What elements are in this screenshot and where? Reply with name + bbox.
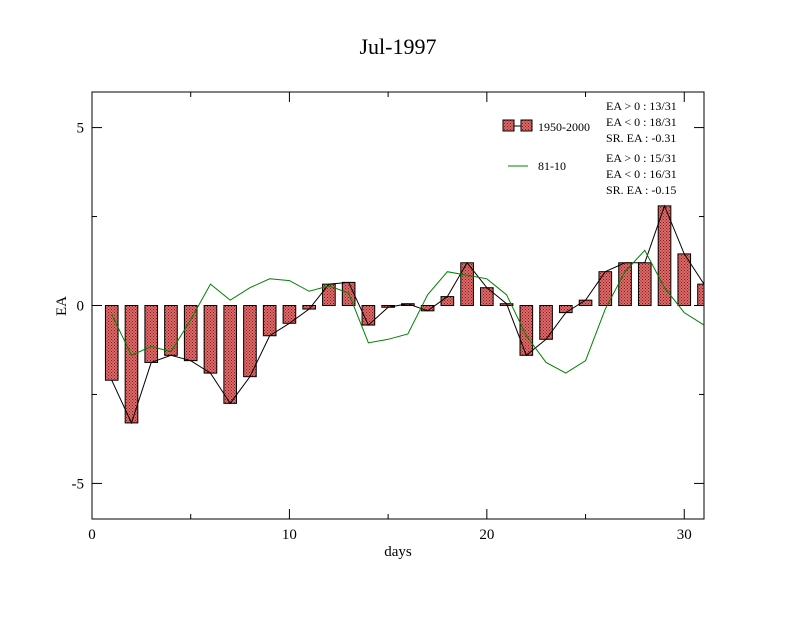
bars-layer (104, 205, 705, 424)
bar-day-3 (144, 305, 159, 363)
y-tick-label-0: 0 (77, 299, 85, 315)
legend-label-1950-2000: 1950-2000 (538, 120, 590, 134)
x-tick-label-0: 0 (88, 527, 96, 543)
bar-day-20 (480, 287, 494, 307)
bar-day-30 (677, 253, 692, 306)
legend-stat-2-1: EA > 0 : 15/31 (606, 151, 677, 165)
y-tick-label--5: -5 (72, 476, 85, 492)
bar-day-31 (697, 283, 705, 306)
bar-day-23 (539, 305, 553, 340)
bar-day-29 (657, 205, 672, 306)
series-line-81-10 (111, 249, 705, 374)
legend-stat-1-2: EA < 0 : 18/31 (606, 115, 677, 129)
y-axis-label: EA (54, 296, 70, 316)
bar-day-28 (637, 262, 652, 306)
bar-day-8 (243, 305, 257, 378)
bar-day-2 (124, 305, 139, 424)
chart-title: Jul-1997 (360, 34, 437, 59)
legend: EA > 0 : 13/31 EA < 0 : 18/31 SR. EA : -… (502, 99, 677, 197)
bar-day-19 (460, 262, 474, 306)
bar-day-18 (440, 296, 455, 306)
bar-day-4 (164, 305, 178, 356)
legend-swatch-bar-left (502, 119, 515, 132)
x-tick-label-20: 20 (479, 527, 494, 543)
legend-stat-2-3: SR. EA : -0.15 (606, 183, 676, 197)
y-tick-label-5: 5 (77, 121, 85, 137)
bar-day-22 (519, 305, 534, 356)
x-tick-label-10: 10 (282, 527, 297, 543)
bar-day-7 (223, 305, 238, 404)
x-axis-label: days (384, 544, 412, 560)
bar-day-1 (104, 305, 119, 381)
legend-stat-2-2: EA < 0 : 16/31 (606, 167, 677, 181)
legend-stat-1-3: SR. EA : -0.31 (606, 131, 676, 145)
bar-day-9 (262, 305, 277, 337)
bar-day-24 (558, 305, 573, 314)
x-tick-label-30: 30 (677, 527, 692, 543)
bar-day-27 (618, 262, 632, 306)
bar-day-5 (183, 305, 198, 362)
bar-day-6 (203, 305, 218, 374)
legend-swatch-bar-right (520, 119, 533, 132)
lines-layer (111, 204, 705, 425)
ticks-layer: 0 10 20 30 -5 0 5 (72, 92, 704, 543)
legend-label-81-10: 81-10 (538, 159, 566, 173)
legend-stat-1-1: EA > 0 : 13/31 (606, 99, 677, 113)
series-line-1950-2000 (111, 204, 705, 425)
